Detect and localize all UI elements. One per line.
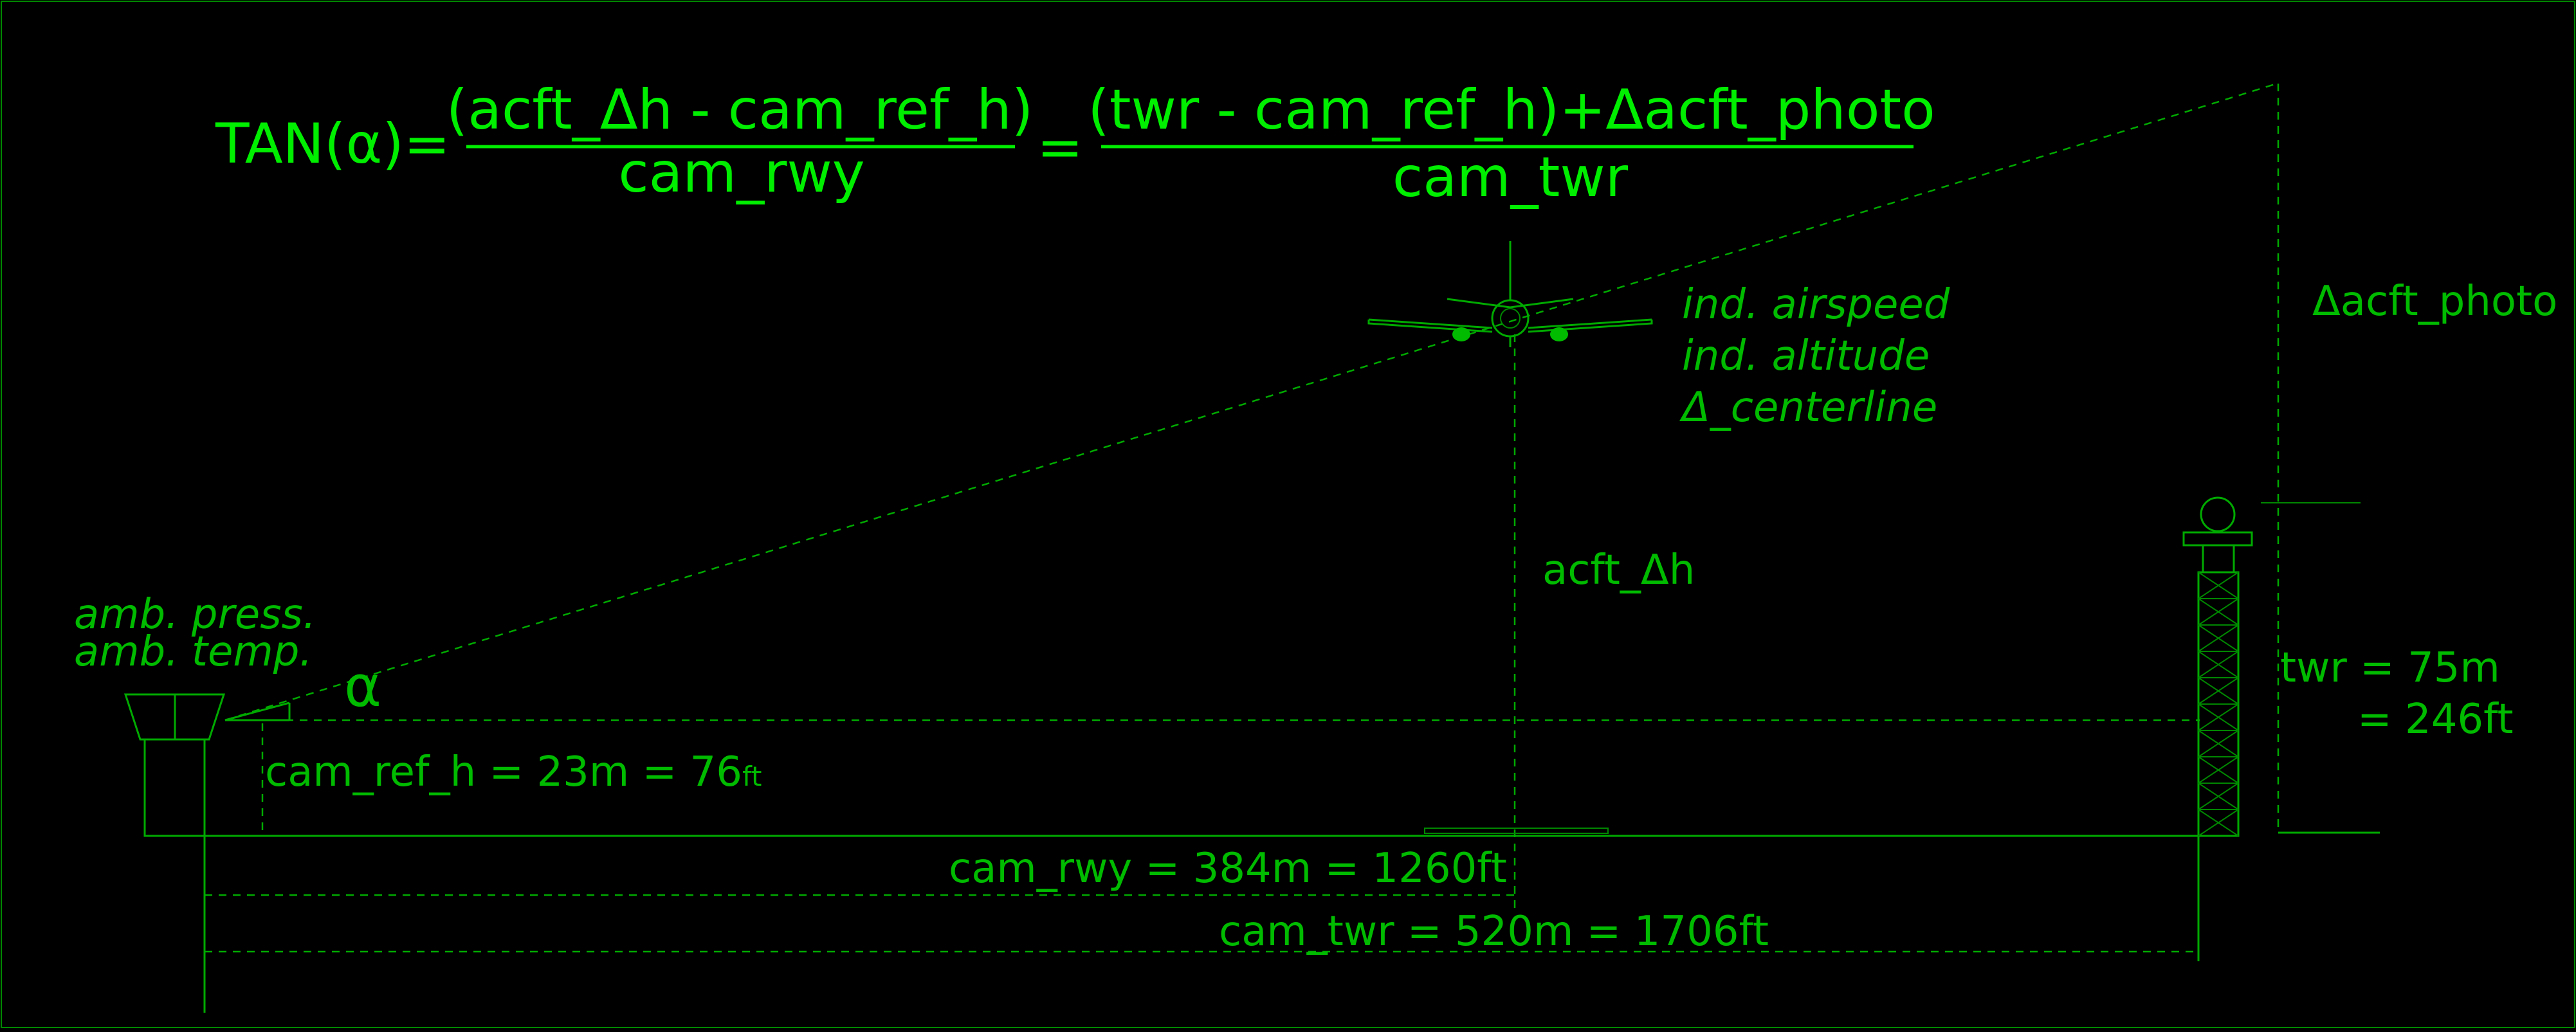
tower-icon <box>2182 496 2253 837</box>
equation-numerator-1: (acft_Δh - cam_ref_h) <box>446 78 1034 142</box>
runway-marker <box>1424 828 1609 834</box>
camera-info-temperature: amb. temp. <box>74 628 313 676</box>
camera-station-icon <box>123 693 264 837</box>
equation-equals: = <box>1037 115 1083 179</box>
aircraft-info-airspeed: ind. airspeed <box>1682 281 1950 329</box>
camera-info-pressure: amb. press. <box>74 591 316 638</box>
aircraft-icon <box>1367 241 1653 347</box>
cam-rwy-label: cam_rwy = 384m = 1260ft <box>949 845 1507 892</box>
aircraft-info-centerline: Δ_centerline <box>1679 384 1937 431</box>
equation-numerator-2: (twr - cam_ref_h)+Δacft_photo <box>1088 78 1935 142</box>
equation-lhs: TAN(α)= <box>215 112 450 176</box>
cam-ref-h-label: cam_ref_h = 23m = 76ft <box>265 748 762 796</box>
delta-acft-photo-label: Δacft_photo <box>2312 278 2557 325</box>
twr-height-ft-label: = 246ft <box>2357 696 2514 743</box>
sight-line <box>224 82 2278 721</box>
cam-twr-label: cam_twr = 520m = 1706ft <box>1219 908 1769 955</box>
alpha-angle-icon <box>224 702 291 721</box>
alpha-label: α <box>344 653 381 720</box>
twr-height-label: twr = 75m <box>2280 644 2500 692</box>
equation-denominator-2: cam_twr <box>1393 145 1629 210</box>
acft-delta-h-label: acft_Δh <box>1542 547 1695 594</box>
aircraft-info-altitude: ind. altitude <box>1682 332 1930 380</box>
equation-denominator-1: cam_rwy <box>618 141 864 205</box>
